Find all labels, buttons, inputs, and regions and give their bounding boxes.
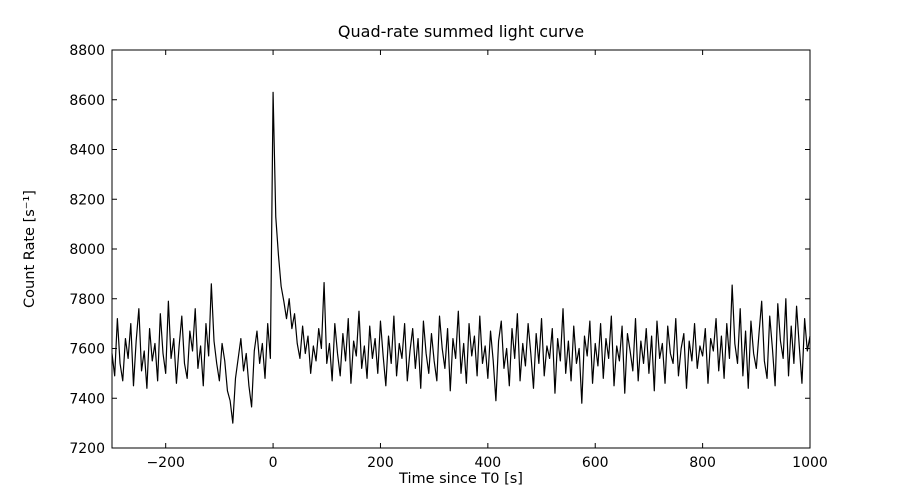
y-tick-label: 8200 [69,192,105,208]
y-tick-label: 7400 [69,391,105,407]
y-tick-label: 7600 [69,342,105,358]
chart-title: Quad-rate summed light curve [337,22,585,41]
x-axis-label: Time since T0 [s] [399,471,523,487]
y-tick-label: 7800 [69,292,105,308]
y-tick-label: 8800 [69,43,105,59]
y-tick-label: 8600 [69,93,105,109]
axes-frame [111,49,811,449]
x-tick-label: 1000 [792,455,828,471]
x-tick-label: 400 [474,455,501,471]
x-tick-label: 800 [689,455,716,471]
x-tick-label: 600 [582,455,609,471]
x-tick-label: 0 [269,455,278,471]
y-tick-label: 7200 [69,441,105,457]
x-tick-label: −200 [146,455,184,471]
y-tick-label: 8000 [69,242,105,258]
y-tick-label: 8400 [69,143,105,159]
x-tick-label: 200 [367,455,394,471]
light-curve-line [111,91,811,424]
